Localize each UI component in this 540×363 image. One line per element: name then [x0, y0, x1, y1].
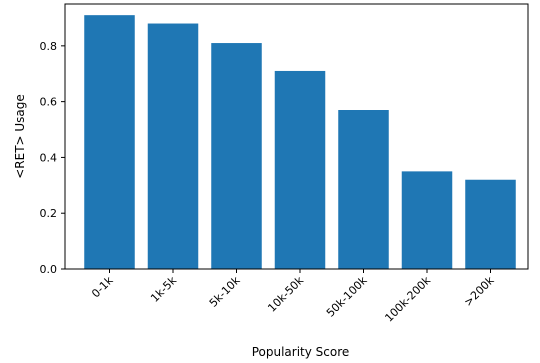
x-tick-label: 50k-100k	[324, 273, 370, 319]
x-tick-label: 5k-10k	[207, 273, 243, 309]
bar-1k-5k	[147, 23, 199, 269]
y-tick-label: 0.2	[40, 207, 58, 220]
x-tick-label: 100k-200k	[382, 273, 433, 324]
x-tick-label: 0-1k	[89, 273, 116, 300]
x-axis-title: Popularity Score	[252, 345, 350, 359]
plot-frame	[64, 3, 529, 270]
bar-0-1k	[84, 15, 135, 269]
bar-50k-100k	[338, 110, 389, 269]
bars-group	[84, 15, 516, 270]
x-axis-ticks: 0-1k 1k-5k 5k-10k 10k-50k 50k-100k 100k-200k >…	[89, 269, 497, 325]
x-tick-label: >200k	[462, 273, 498, 309]
bar-100k-200k	[401, 171, 453, 269]
axes-group	[64, 3, 529, 270]
x-tick-label: 10k-50k	[265, 273, 306, 314]
bar->200k	[465, 179, 516, 269]
y-tick-label: 0.0	[40, 263, 58, 276]
y-tick-label: 0.6	[40, 96, 58, 109]
y-tick-label: 0.4	[40, 151, 58, 164]
x-tick-label: 1k-5k	[148, 273, 179, 304]
bar-10k-50k	[274, 70, 326, 270]
y-axis-ticks: 0.0 0.2 0.4 0.6 0.8	[40, 40, 65, 276]
y-tick-label: 0.8	[40, 40, 58, 53]
y-axis-title: <RET> Usage	[13, 94, 27, 179]
bar-5k-10k	[211, 43, 262, 270]
